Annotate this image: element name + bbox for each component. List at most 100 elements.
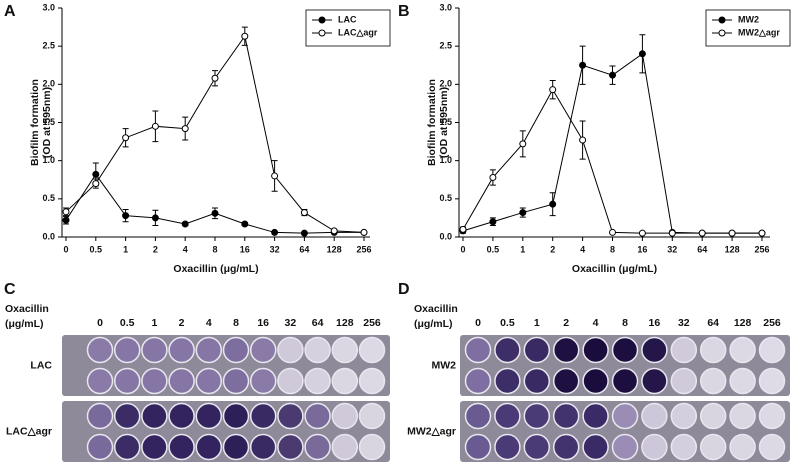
y-tick-label: 3.0 <box>42 2 55 12</box>
well <box>611 367 639 395</box>
marker <box>519 209 527 217</box>
y-tick-label: 2.0 <box>439 79 452 89</box>
marker <box>241 220 249 228</box>
x-tick-label: 1 <box>520 244 525 254</box>
concentration-label: 128 <box>734 317 752 329</box>
well <box>464 336 492 364</box>
well <box>195 433 223 461</box>
well <box>141 367 168 395</box>
concentration-label: 2 <box>179 317 185 329</box>
marker <box>241 32 249 40</box>
x-tick-label: 2 <box>550 244 555 254</box>
marker <box>92 170 100 178</box>
concentration-label: 256 <box>763 317 781 329</box>
concentration-label: 4 <box>206 317 212 329</box>
well <box>304 402 331 430</box>
well <box>113 367 141 395</box>
well <box>331 336 359 364</box>
concentration-label: 0 <box>475 317 481 329</box>
well <box>141 433 168 461</box>
plate-header: (μg/mL) <box>414 318 453 330</box>
well <box>670 433 698 461</box>
well <box>168 367 195 395</box>
well <box>670 402 698 430</box>
marker <box>609 228 616 236</box>
well <box>113 433 141 461</box>
legend-label: LAC <box>338 14 357 24</box>
x-tick-label: 1 <box>123 244 128 254</box>
y-tick-label: 2.5 <box>42 41 55 51</box>
x-axis-label: Oxacillin (μg/mL) <box>173 263 258 275</box>
well <box>168 336 195 364</box>
well <box>641 367 668 395</box>
well <box>304 433 331 461</box>
marker <box>668 229 676 237</box>
legend-box <box>305 9 391 47</box>
well <box>113 402 141 430</box>
well <box>729 402 756 430</box>
well <box>249 402 277 430</box>
marker <box>728 229 736 237</box>
marker <box>211 209 219 217</box>
concentration-label: 0.5 <box>120 317 135 329</box>
y-axis-label: Biofilm formation <box>426 79 438 166</box>
x-tick-label: 32 <box>270 244 280 254</box>
well <box>168 402 195 430</box>
well <box>552 433 580 461</box>
concentration-label: 4 <box>593 317 599 329</box>
marker <box>360 228 368 236</box>
well <box>358 336 386 364</box>
y-tick-label: 3.0 <box>439 2 452 12</box>
marker <box>638 50 646 58</box>
x-tick-label: 128 <box>725 244 740 254</box>
marker <box>271 172 279 180</box>
x-tick-label: 0 <box>63 244 68 254</box>
legend-marker <box>718 16 726 24</box>
well <box>358 402 386 430</box>
x-tick-label: 16 <box>240 244 250 254</box>
marker <box>489 218 497 226</box>
y-tick-label: 0.0 <box>439 231 452 241</box>
well <box>494 367 521 395</box>
marker <box>122 212 130 220</box>
x-tick-label: 4 <box>183 244 188 254</box>
x-tick-label: 0.5 <box>487 244 500 254</box>
x-tick-label: 0 <box>460 244 465 254</box>
concentration-label: 8 <box>622 317 628 329</box>
panel-label: C <box>4 281 16 298</box>
marker <box>489 173 497 181</box>
marker <box>300 229 308 237</box>
panel-label: D <box>398 281 410 298</box>
marker <box>151 122 159 130</box>
x-tick-label: 256 <box>754 244 769 254</box>
well <box>670 336 698 364</box>
x-tick-label: 64 <box>697 244 707 254</box>
series-line <box>65 35 365 233</box>
concentration-label: 256 <box>363 317 381 329</box>
well <box>729 433 756 461</box>
marker <box>758 229 766 237</box>
well <box>331 433 359 461</box>
well <box>86 433 114 461</box>
well <box>582 336 609 364</box>
x-tick-label: 128 <box>327 244 342 254</box>
legend-label: LAC△agr <box>338 27 378 37</box>
marker <box>549 200 557 208</box>
marker <box>211 74 219 82</box>
well <box>582 433 609 461</box>
strain-label: MW2 <box>432 359 457 371</box>
concentration-label: 1 <box>151 317 157 329</box>
y-tick-label: 1.0 <box>439 155 452 165</box>
well <box>277 336 304 364</box>
x-tick-label: 32 <box>667 244 677 254</box>
y-tick-label: 0.0 <box>42 231 55 241</box>
marker <box>181 125 189 133</box>
well <box>552 336 580 364</box>
marker <box>92 180 100 188</box>
y-tick-label: 1.0 <box>42 155 55 165</box>
well <box>86 402 114 430</box>
marker <box>549 86 557 94</box>
well <box>331 402 359 430</box>
